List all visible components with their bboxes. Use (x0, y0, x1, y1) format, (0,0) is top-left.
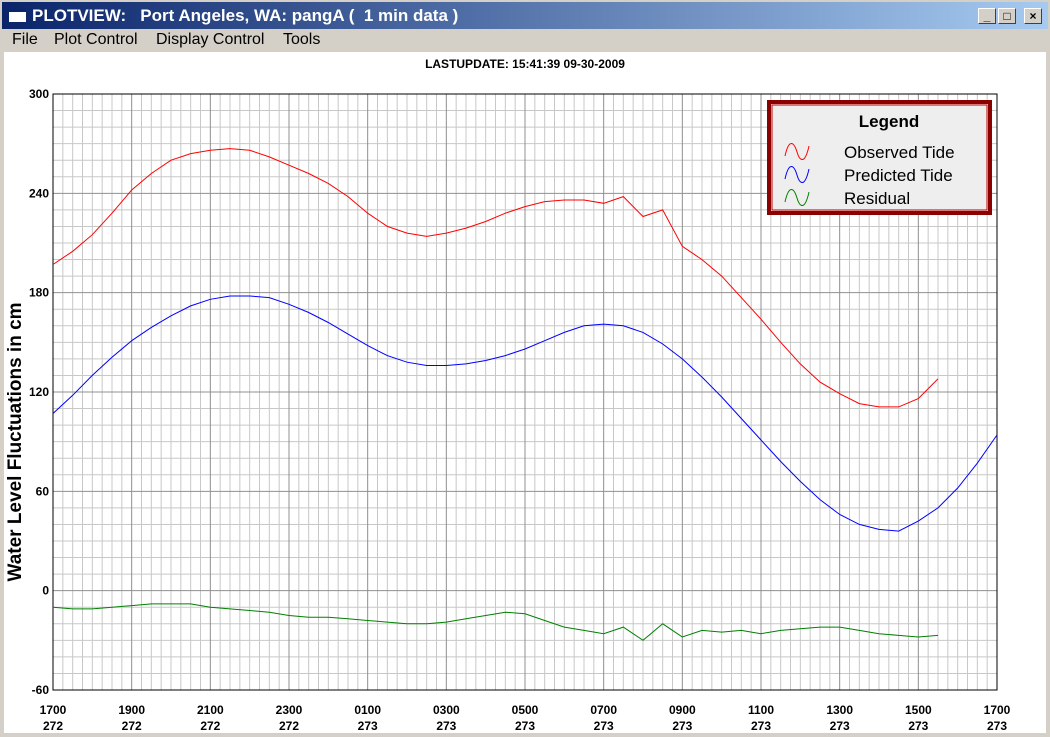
legend-title: Legend (859, 112, 919, 131)
y-tick-label: -60 (32, 683, 50, 697)
x-tick-label: 1300 (826, 703, 853, 717)
legend-swatch (784, 143, 810, 160)
x-tick-sublabel: 272 (200, 719, 220, 733)
x-tick-label: 1900 (118, 703, 145, 717)
y-tick-label: 120 (29, 385, 49, 399)
x-tick-label: 1100 (748, 703, 774, 717)
x-tick-sublabel: 273 (987, 719, 1007, 733)
x-tick-sublabel: 273 (358, 719, 378, 733)
series-line (52, 148, 939, 408)
y-axis-label: Water Level Fluctuations in cm (5, 302, 26, 581)
legend-label: Residual (844, 189, 910, 208)
maximize-button[interactable]: □ (998, 8, 1016, 24)
y-tick-label: 240 (29, 186, 49, 200)
x-tick-label: 1500 (905, 703, 932, 717)
x-tick-sublabel: 272 (122, 719, 142, 733)
chart-title: LASTUPDATE: 15:41:39 09-30-2009 (425, 57, 625, 71)
legend-box (767, 100, 992, 215)
x-tick-sublabel: 273 (594, 719, 614, 733)
plot-frame (52, 93, 998, 691)
x-tick-label: 0500 (512, 703, 539, 717)
x-tick-sublabel: 273 (908, 719, 928, 733)
x-tick-sublabel: 273 (436, 719, 456, 733)
x-tick-label: 0100 (354, 703, 381, 717)
x-tick-label: 2300 (276, 703, 303, 717)
x-tick-label: 1700 (40, 703, 67, 717)
x-tick-label: 2100 (197, 703, 224, 717)
title-bar: PLOTVIEW: Port Angeles, WA: pangA ( 1 mi… (2, 2, 1048, 29)
minimize-button[interactable]: _ (978, 8, 996, 24)
menu-item[interactable]: Display Control (156, 31, 265, 48)
window-title: PLOTVIEW: Port Angeles, WA: pangA ( 1 mi… (32, 6, 459, 25)
y-tick-label: 180 (29, 286, 49, 300)
legend-label: Observed Tide (844, 143, 955, 162)
x-tick-label: 0700 (590, 703, 617, 717)
menu-item[interactable]: Tools (283, 31, 321, 48)
x-tick-sublabel: 273 (515, 719, 535, 733)
y-tick-label: 60 (36, 484, 50, 498)
legend-swatch (784, 189, 810, 206)
chart: LASTUPDATE: 15:41:39 09-30-2009 Water Le… (4, 52, 1046, 733)
series-line (52, 603, 939, 641)
x-tick-sublabel: 272 (43, 719, 63, 733)
x-tick-label: 0900 (669, 703, 696, 717)
app-icon (9, 9, 26, 22)
x-tick-sublabel: 273 (830, 719, 850, 733)
series-line (52, 295, 998, 532)
legend-label: Predicted Tide (844, 166, 953, 185)
legend-inner-border (771, 104, 988, 211)
y-tick-label: 300 (29, 87, 49, 101)
menu-bar: File Plot Control Display Control Tools (2, 29, 1048, 51)
menu-item[interactable]: File (12, 31, 38, 48)
x-tick-sublabel: 272 (279, 719, 299, 733)
legend-swatch (784, 166, 810, 183)
x-tick-label: 1700 (984, 703, 1011, 717)
x-tick-sublabel: 273 (672, 719, 692, 733)
x-tick-sublabel: 273 (751, 719, 771, 733)
menu-item[interactable]: Plot Control (54, 31, 138, 48)
x-tick-label: 0300 (433, 703, 460, 717)
close-button[interactable]: × (1024, 8, 1042, 24)
y-tick-label: 0 (42, 584, 49, 598)
